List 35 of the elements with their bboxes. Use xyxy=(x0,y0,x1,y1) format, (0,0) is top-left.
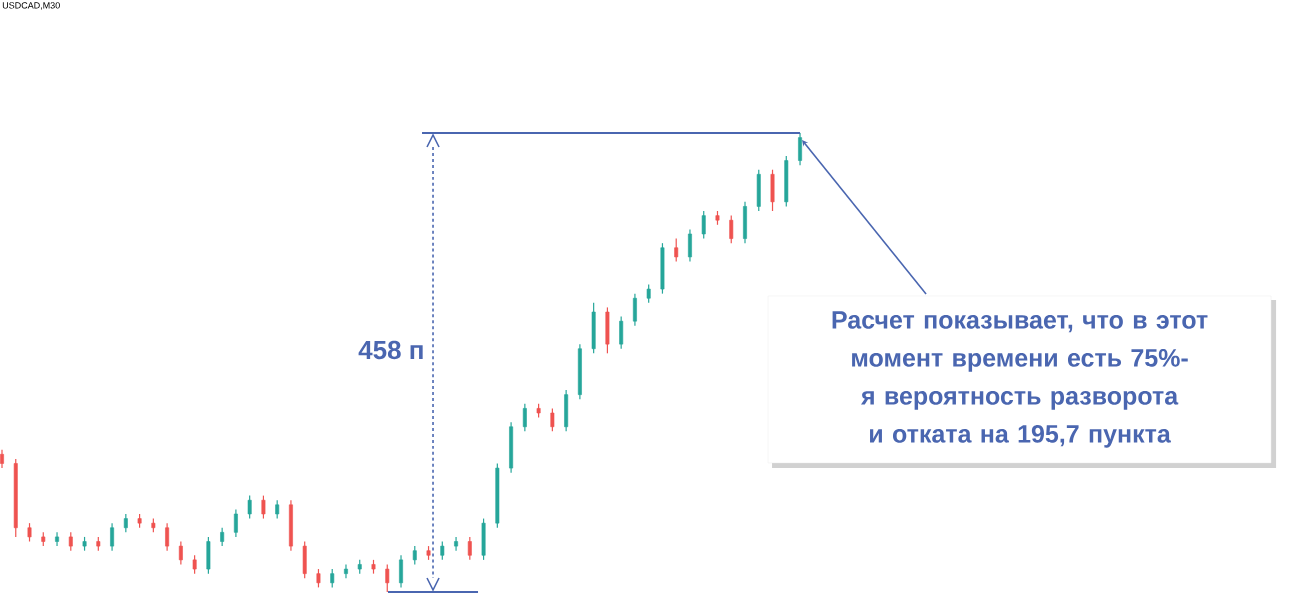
candlestick xyxy=(316,568,321,589)
candlestick xyxy=(220,527,225,547)
candlestick xyxy=(27,522,32,543)
candlestick xyxy=(68,531,73,552)
candlestick xyxy=(344,563,348,579)
candlestick xyxy=(385,563,390,593)
candlestick xyxy=(632,293,637,327)
candlestick xyxy=(247,495,252,520)
candlestick xyxy=(233,508,238,538)
candlestick xyxy=(55,531,59,547)
candlestick xyxy=(619,316,624,350)
candlestick xyxy=(330,568,335,589)
chart-title: USDCAD,M30 xyxy=(2,2,60,10)
candlestick xyxy=(110,522,115,552)
text: Расчет показывает, что в этот момент времени есть 75%-я вероятность разворота и отката на 195,7 пункта xyxy=(832,311,1208,448)
candlestick xyxy=(178,540,183,566)
candlestick xyxy=(275,499,280,520)
candlestick xyxy=(165,522,170,552)
candlestick xyxy=(688,228,692,263)
candlestick xyxy=(261,495,266,520)
candlestick xyxy=(440,540,445,561)
candlestick xyxy=(701,210,706,240)
candlestick xyxy=(454,536,459,552)
candlestick xyxy=(550,407,555,432)
candlestick xyxy=(192,554,197,575)
candlestick xyxy=(522,403,527,432)
candlestick xyxy=(412,545,417,566)
candlestick xyxy=(123,513,128,533)
candlestick xyxy=(729,215,734,244)
candlestick xyxy=(674,237,679,263)
candlestick xyxy=(646,283,651,304)
candlestick xyxy=(467,536,472,561)
annotation: 458 п xyxy=(358,340,423,360)
candlestick xyxy=(0,449,4,469)
candlestick xyxy=(399,554,403,589)
